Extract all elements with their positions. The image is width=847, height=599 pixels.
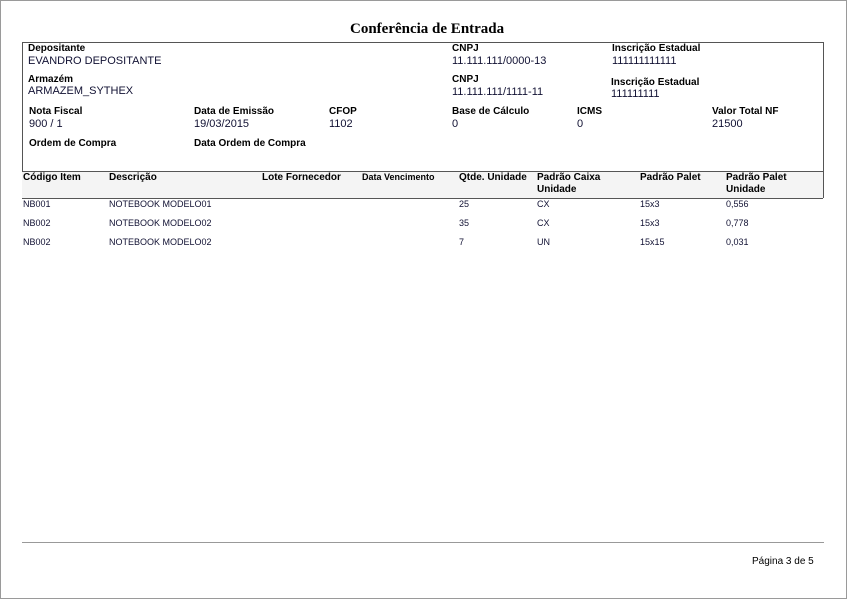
table-cell: NOTEBOOK MODELO02 <box>109 237 212 247</box>
table-cell: NB001 <box>23 199 51 209</box>
ie2-label: Inscrição Estadual <box>611 77 700 88</box>
table-cell: NOTEBOOK MODELO01 <box>109 199 212 209</box>
nf-value: 900 / 1 <box>29 118 63 130</box>
cfop-value: 1102 <box>329 118 353 130</box>
table-cell: 0,556 <box>726 199 749 209</box>
cnpj2-value: 11.111.111/1111-11 <box>452 86 544 98</box>
icms-value: 0 <box>577 118 584 130</box>
table-cell: 15x3 <box>640 218 660 228</box>
emissao-value: 19/03/2015 <box>194 118 250 130</box>
nf-label: Nota Fiscal <box>29 106 83 117</box>
table-cell: NOTEBOOK MODELO02 <box>109 218 212 228</box>
ie1-label: Inscrição Estadual <box>612 43 701 54</box>
emissao-label: Data de Emissão <box>194 106 275 117</box>
col-descricao: Descrição <box>109 172 157 183</box>
table-cell: 0,778 <box>726 218 749 228</box>
table-cell: 35 <box>459 218 470 228</box>
table-cell: 7 <box>459 237 465 247</box>
armazem-value: ARMAZEM_SYTHEX <box>28 85 134 97</box>
col-padrao-caixa: Padrão Caixa Unidade <box>537 172 601 195</box>
table-header <box>22 171 823 199</box>
cnpj1-label: CNPJ <box>452 43 479 54</box>
table-cell: 15x15 <box>640 237 665 247</box>
table-cell: CX <box>537 218 550 228</box>
col-padrao-palet: Padrão Palet <box>640 172 701 183</box>
table-cell: 0,031 <box>726 237 749 247</box>
table-cell: CX <box>537 199 550 209</box>
table-cell: NB002 <box>23 218 51 228</box>
cnpj2-label: CNPJ <box>452 74 479 85</box>
cfop-label: CFOP <box>329 106 357 117</box>
depositante-value: EVANDRO DEPOSITANTE <box>28 55 162 67</box>
depositante-label: Depositante <box>28 43 86 54</box>
footer-divider <box>22 542 824 543</box>
col-qtde: Qtde. Unidade <box>459 172 527 183</box>
armazem-label: Armazém <box>28 74 74 85</box>
col-lote: Lote Fornecedor <box>262 172 341 183</box>
table-cell: 15x3 <box>640 199 660 209</box>
col-padrao-palet-unidade: Padrão Palet Unidade <box>726 172 787 195</box>
data-oc-label: Data Ordem de Compra <box>194 138 306 149</box>
icms-label: ICMS <box>577 106 602 117</box>
ie2-value: 111111111 <box>611 88 660 100</box>
page-number: Página 3 de 5 <box>752 556 814 567</box>
report-title: Conferência de Entrada <box>350 21 505 37</box>
base-label: Base de Cálculo <box>452 106 530 117</box>
table-cell: NB002 <box>23 237 51 247</box>
oc-label: Ordem de Compra <box>29 138 117 149</box>
col-codigo: Código Item <box>23 172 81 183</box>
table-cell: 25 <box>459 199 470 209</box>
col-vencimento: Data Vencimento <box>362 172 435 182</box>
table-cell: UN <box>537 237 550 247</box>
ie1-value: 111111111111 <box>612 55 677 67</box>
base-value: 0 <box>452 118 459 130</box>
total-label: Valor Total NF <box>712 106 779 117</box>
cnpj1-value: 11.111.111/0000-13 <box>452 55 547 67</box>
total-value: 21500 <box>712 118 743 130</box>
